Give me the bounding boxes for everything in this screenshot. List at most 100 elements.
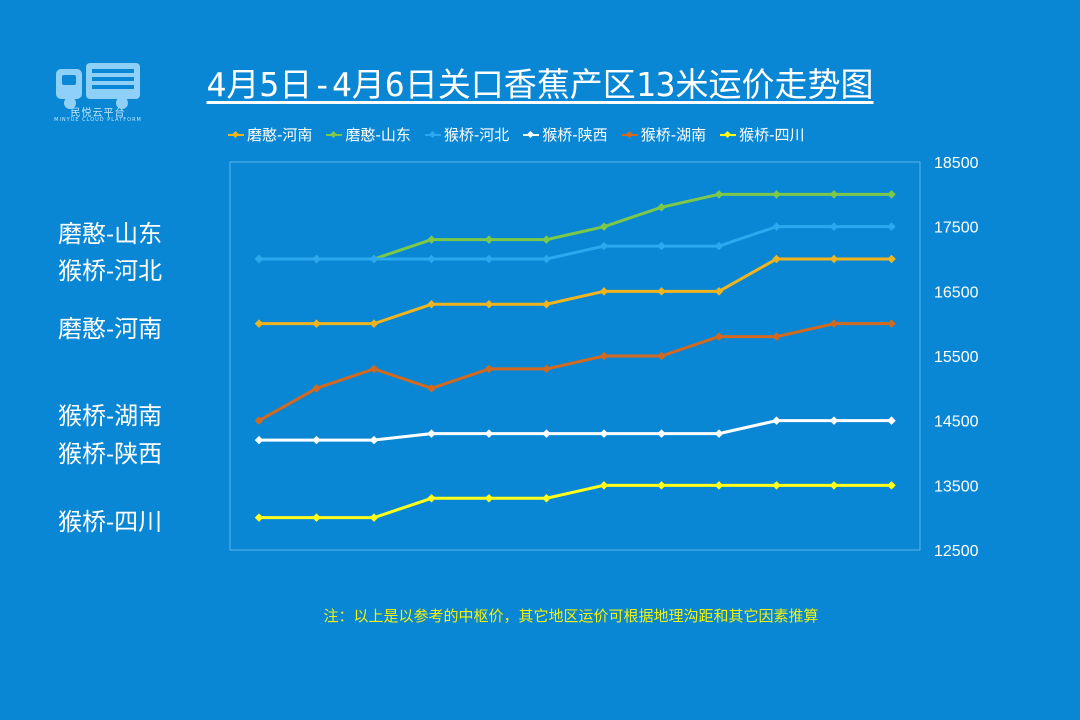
data-point <box>599 287 609 296</box>
data-point <box>312 384 321 393</box>
series-line-2 <box>259 225 892 261</box>
legend-item-shaanxi: 猴桥-陕西 <box>523 124 608 145</box>
y-tick-label: 15500 <box>934 349 979 366</box>
data-point <box>657 287 666 296</box>
legend-swatch-icon <box>228 133 244 136</box>
data-point <box>714 332 724 341</box>
data-point <box>657 203 666 212</box>
legend-swatch-icon <box>523 133 540 136</box>
data-point <box>599 351 609 361</box>
side-label-shaanxi: 猴桥-陕西 <box>58 440 163 468</box>
data-point <box>542 254 551 264</box>
legend-swatch-icon <box>424 133 441 136</box>
legend-item-shandong: 磨憨-山东 <box>326 124 411 145</box>
data-point <box>427 235 436 244</box>
data-point <box>657 351 666 361</box>
data-point <box>657 241 666 251</box>
data-point <box>427 429 436 438</box>
data-point <box>772 481 781 490</box>
logo-subtext: MINYUE CLOUD PLATFORM <box>54 117 142 123</box>
data-point <box>312 254 321 264</box>
legend-swatch-icon <box>326 133 343 136</box>
data-point <box>312 513 321 522</box>
legend-label: 猴桥-河北 <box>443 126 510 144</box>
data-point <box>887 416 896 425</box>
data-point <box>829 416 839 425</box>
legend-swatch-icon <box>621 133 638 136</box>
data-point <box>714 481 724 490</box>
data-point <box>829 190 839 199</box>
data-point <box>484 235 494 244</box>
data-point <box>714 241 724 251</box>
data-point <box>772 254 781 264</box>
chart-title: 4月5日-4月6日关口香蕉产区13米运价走势图 <box>206 65 874 104</box>
y-tick-label: 16500 <box>934 284 979 301</box>
data-point <box>484 364 494 374</box>
data-point <box>657 481 666 490</box>
data-point <box>887 481 896 490</box>
data-point <box>599 222 609 231</box>
data-point <box>542 494 551 503</box>
data-point <box>714 190 724 199</box>
data-point <box>254 416 264 425</box>
data-point <box>772 416 781 425</box>
data-point <box>369 364 379 374</box>
data-point <box>484 254 494 264</box>
legend-item-hebei: 猴桥-河北 <box>424 124 510 145</box>
data-point <box>829 481 839 490</box>
data-point <box>542 300 551 309</box>
legend-item-hunan: 猴桥-湖南 <box>621 124 706 145</box>
legend: 磨憨-河南 磨憨-山东 猴桥-河北 猴桥-陕西 猴桥-湖南 猴桥-四川 <box>228 124 908 145</box>
side-label-sichuan: 猴桥-四川 <box>58 508 163 536</box>
y-tick-label: 12500 <box>934 543 979 560</box>
data-point <box>829 222 839 231</box>
data-point <box>312 435 321 445</box>
y-tick-label: 13500 <box>934 478 979 495</box>
data-point <box>542 235 551 244</box>
data-point <box>657 429 666 438</box>
data-point <box>369 513 379 522</box>
series-line-5 <box>259 483 892 520</box>
data-point <box>542 364 551 374</box>
series-line-0 <box>259 257 892 326</box>
data-point <box>427 494 436 503</box>
data-point <box>427 254 436 264</box>
data-point <box>599 241 609 251</box>
side-label-shandong: 磨憨-山东 <box>58 220 163 248</box>
plot-area-frame <box>229 161 921 551</box>
truck-logo-icon <box>56 63 140 109</box>
data-point <box>887 190 896 199</box>
logo-text: 民悦云平台 <box>70 108 126 119</box>
data-point <box>484 429 494 438</box>
legend-label: 磨憨-河南 <box>247 126 313 144</box>
legend-item-sichuan: 猴桥-四川 <box>720 124 805 145</box>
data-point <box>772 190 781 199</box>
series-line-3 <box>259 419 892 442</box>
legend-swatch-icon <box>720 133 737 136</box>
data-point <box>772 222 781 231</box>
series-line-4 <box>258 322 892 422</box>
data-point <box>254 513 264 522</box>
data-point <box>369 435 379 445</box>
data-point <box>484 300 494 309</box>
data-point <box>829 319 839 328</box>
data-point <box>542 429 551 438</box>
legend-label: 猴桥-陕西 <box>542 126 608 144</box>
data-point <box>484 494 494 503</box>
data-point <box>312 319 321 328</box>
data-point <box>887 319 896 328</box>
y-tick-label: 14500 <box>934 414 979 431</box>
data-point <box>254 319 264 328</box>
legend-label: 猴桥-四川 <box>739 126 805 144</box>
side-label-hunan: 猴桥-湖南 <box>58 402 163 430</box>
data-point <box>254 435 264 445</box>
y-tick-label: 18500 <box>934 155 979 172</box>
side-label-hebei: 猴桥-河北 <box>58 257 163 285</box>
data-point <box>427 300 436 309</box>
legend-item-henan: 磨憨-河南 <box>228 124 312 145</box>
data-point <box>714 287 724 296</box>
data-point <box>887 254 896 264</box>
legend-label: 磨憨-山东 <box>345 126 411 144</box>
data-point <box>599 429 609 438</box>
